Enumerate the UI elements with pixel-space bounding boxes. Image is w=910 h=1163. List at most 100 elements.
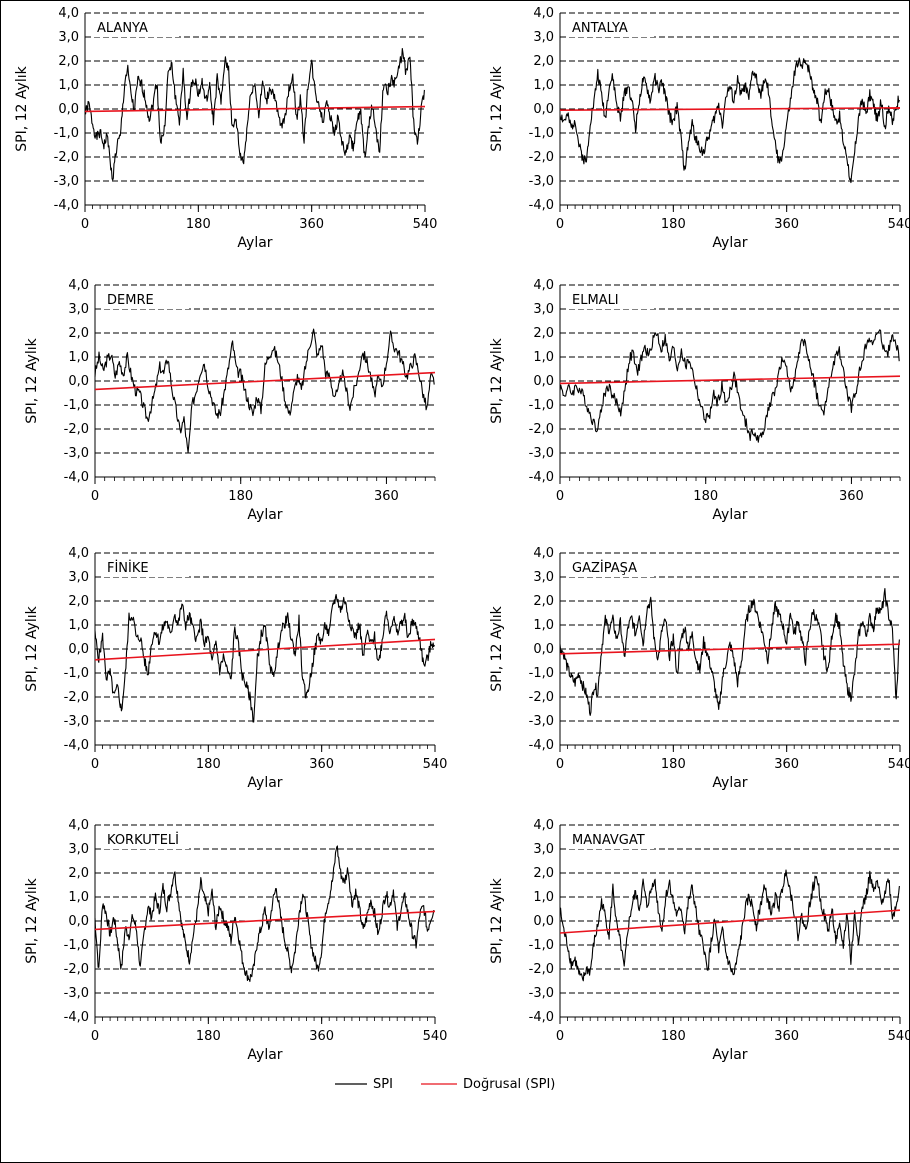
y-tick-label-manavgat-1: -3,0 (529, 986, 554, 1001)
y-tick-label-korkuteli-8: 4,0 (68, 818, 89, 833)
y-tick-label-korkuteli-0: -4,0 (64, 1010, 89, 1025)
chart-svg-alanya: -4,0 -3,0 -2,0 -1,0 0,0 1,0 2,0 3,0 4,0 0 180 360 54… (14, 6, 437, 251)
x-tick-label-demre-2: 360 (374, 489, 399, 504)
chart-panel-manavgat: -4,0 -3,0 -2,0 -1,0 0,0 1,0 2,0 3,0 4,0 0 180 360 54… (489, 818, 910, 1083)
chart-svg-demre: -4,0 -3,0 -2,0 -1,0 0,0 1,0 2,0 3,0 4,0 0 180 360 Ay… (24, 278, 436, 523)
station-label-text-finike: FİNİKE (107, 560, 149, 576)
chart-svg-finike: -4,0 -3,0 -2,0 -1,0 0,0 1,0 2,0 3,0 4,0 0 180 360 54… (24, 546, 447, 791)
x-tick-label-alanya-2: 360 (299, 217, 324, 232)
station-label-text-gazipasa: GAZİPAŞA (572, 560, 637, 576)
y-tick-label-demre-4: 0,0 (68, 374, 89, 389)
y-tick-label-elmali-1: -3,0 (529, 446, 554, 461)
y-tick-label-alanya-8: 4,0 (58, 6, 79, 21)
spi-series-line-demre (94, 328, 435, 454)
x-tick-label-alanya-1: 180 (186, 217, 211, 232)
x-tick-label-gazipasa-0: 0 (556, 757, 564, 772)
station-label-text-korkuteli: KORKUTELİ (107, 832, 179, 848)
y-tick-label-korkuteli-3: -1,0 (64, 938, 89, 953)
y-tick-label-antalya-1: -3,0 (529, 174, 554, 189)
station-label-antalya: ANTALYA (568, 17, 654, 37)
station-label-korkuteli: KORKUTELİ (103, 829, 189, 849)
trend-line-manavgat (559, 909, 901, 934)
y-tick-label-manavgat-2: -2,0 (529, 962, 554, 977)
x-axis-title-manavgat: Aylar (712, 1047, 747, 1063)
station-label-bg-finike (103, 557, 189, 577)
x-tick-label-gazipasa-2: 360 (774, 757, 799, 772)
legend: SPI Doğrusal (SPI) (323, 1071, 623, 1095)
y-tick-label-finike-8: 4,0 (68, 546, 89, 561)
x-minor-ticks-gazipasa (559, 745, 901, 749)
x-tick-label-gazipasa-1: 180 (661, 757, 686, 772)
x-axis-title-alanya: Aylar (237, 235, 272, 251)
y-tick-label-gazipasa-7: 3,0 (533, 570, 554, 585)
y-tick-label-finike-3: -1,0 (64, 666, 89, 681)
y-tick-label-antalya-6: 2,0 (533, 54, 554, 69)
y-tick-label-elmali-7: 3,0 (533, 302, 554, 317)
y-tick-label-demre-7: 3,0 (68, 302, 89, 317)
chart-svg-elmali: -4,0 -3,0 -2,0 -1,0 0,0 1,0 2,0 3,0 4,0 0 180 360 Ay… (489, 278, 901, 523)
y-tick-label-elmali-5: 1,0 (533, 350, 554, 365)
x-tick-label-antalya-1: 180 (661, 217, 686, 232)
y-tick-label-finike-4: 0,0 (68, 642, 89, 657)
x-minor-ticks-alanya (84, 205, 426, 209)
y-tick-label-korkuteli-4: 0,0 (68, 914, 89, 929)
x-axis-title-antalya: Aylar (712, 235, 747, 251)
y-tick-label-manavgat-8: 4,0 (533, 818, 554, 833)
spi-series-line-antalya (559, 57, 900, 184)
y-tick-label-demre-2: -2,0 (64, 422, 89, 437)
y-tick-label-finike-1: -3,0 (64, 714, 89, 729)
y-tick-label-antalya-3: -1,0 (529, 126, 554, 141)
y-axis-title-alanya: SPI, 12 Aylık (14, 65, 30, 151)
spi-series-line-gazipasa (559, 588, 900, 716)
x-tick-label-demre-0: 0 (91, 489, 99, 504)
y-tick-label-demre-8: 4,0 (68, 278, 89, 293)
y-tick-label-finike-0: -4,0 (64, 738, 89, 753)
x-minor-ticks-elmali (559, 477, 901, 481)
x-minor-ticks-finike (94, 745, 436, 749)
chart-panel-gazipasa: -4,0 -3,0 -2,0 -1,0 0,0 1,0 2,0 3,0 4,0 0 180 360 54… (489, 546, 910, 811)
x-tick-label-finike-1: 180 (196, 757, 221, 772)
y-axis-title-korkuteli: SPI, 12 Aylık (24, 877, 40, 963)
y-tick-label-demre-5: 1,0 (68, 350, 89, 365)
y-tick-label-korkuteli-2: -2,0 (64, 962, 89, 977)
chart-panel-elmali: -4,0 -3,0 -2,0 -1,0 0,0 1,0 2,0 3,0 4,0 0 180 360 Ay… (489, 278, 901, 543)
x-tick-label-gazipasa-3: 540 (888, 757, 910, 772)
legend-svg: SPI Doğrusal (SPI) (335, 1077, 555, 1092)
x-tick-label-manavgat-0: 0 (556, 1029, 564, 1044)
trend-line-demre (94, 371, 436, 391)
x-minor-ticks-manavgat (559, 1017, 901, 1021)
y-tick-label-alanya-2: -2,0 (54, 150, 79, 165)
y-tick-label-demre-1: -3,0 (64, 446, 89, 461)
x-tick-label-antalya-2: 360 (774, 217, 799, 232)
y-tick-label-alanya-5: 1,0 (58, 78, 79, 93)
y-axis-title-manavgat: SPI, 12 Aylık (489, 877, 505, 963)
x-tick-label-elmali-0: 0 (556, 489, 564, 504)
y-tick-label-finike-5: 1,0 (68, 618, 89, 633)
chart-svg-manavgat: -4,0 -3,0 -2,0 -1,0 0,0 1,0 2,0 3,0 4,0 0 180 360 54… (489, 818, 910, 1063)
x-tick-label-alanya-0: 0 (81, 217, 89, 232)
y-tick-label-korkuteli-1: -3,0 (64, 986, 89, 1001)
x-tick-label-demre-1: 180 (228, 489, 253, 504)
y-tick-label-antalya-8: 4,0 (533, 6, 554, 21)
station-label-elmali: ELMALI (568, 289, 654, 309)
x-tick-label-elmali-2: 360 (839, 489, 864, 504)
y-tick-label-korkuteli-5: 1,0 (68, 890, 89, 905)
y-tick-label-elmali-8: 4,0 (533, 278, 554, 293)
station-label-bg-korkuteli (103, 829, 189, 849)
x-tick-label-manavgat-2: 360 (774, 1029, 799, 1044)
station-label-bg-manavgat (568, 829, 654, 849)
y-tick-label-alanya-4: 0,0 (58, 102, 79, 117)
y-tick-label-gazipasa-4: 0,0 (533, 642, 554, 657)
y-tick-label-alanya-0: -4,0 (54, 198, 79, 213)
legend-spi-label: SPI (373, 1077, 393, 1092)
y-tick-label-finike-2: -2,0 (64, 690, 89, 705)
x-axis-title-korkuteli: Aylar (247, 1047, 282, 1063)
x-tick-label-antalya-3: 540 (888, 217, 910, 232)
chart-panel-alanya: -4,0 -3,0 -2,0 -1,0 0,0 1,0 2,0 3,0 4,0 0 180 360 54… (14, 6, 437, 271)
station-label-bg-gazipasa (568, 557, 654, 577)
y-tick-label-korkuteli-7: 3,0 (68, 842, 89, 857)
y-tick-label-demre-0: -4,0 (64, 470, 89, 485)
y-tick-label-demre-6: 2,0 (68, 326, 89, 341)
x-tick-label-finike-3: 540 (423, 757, 448, 772)
